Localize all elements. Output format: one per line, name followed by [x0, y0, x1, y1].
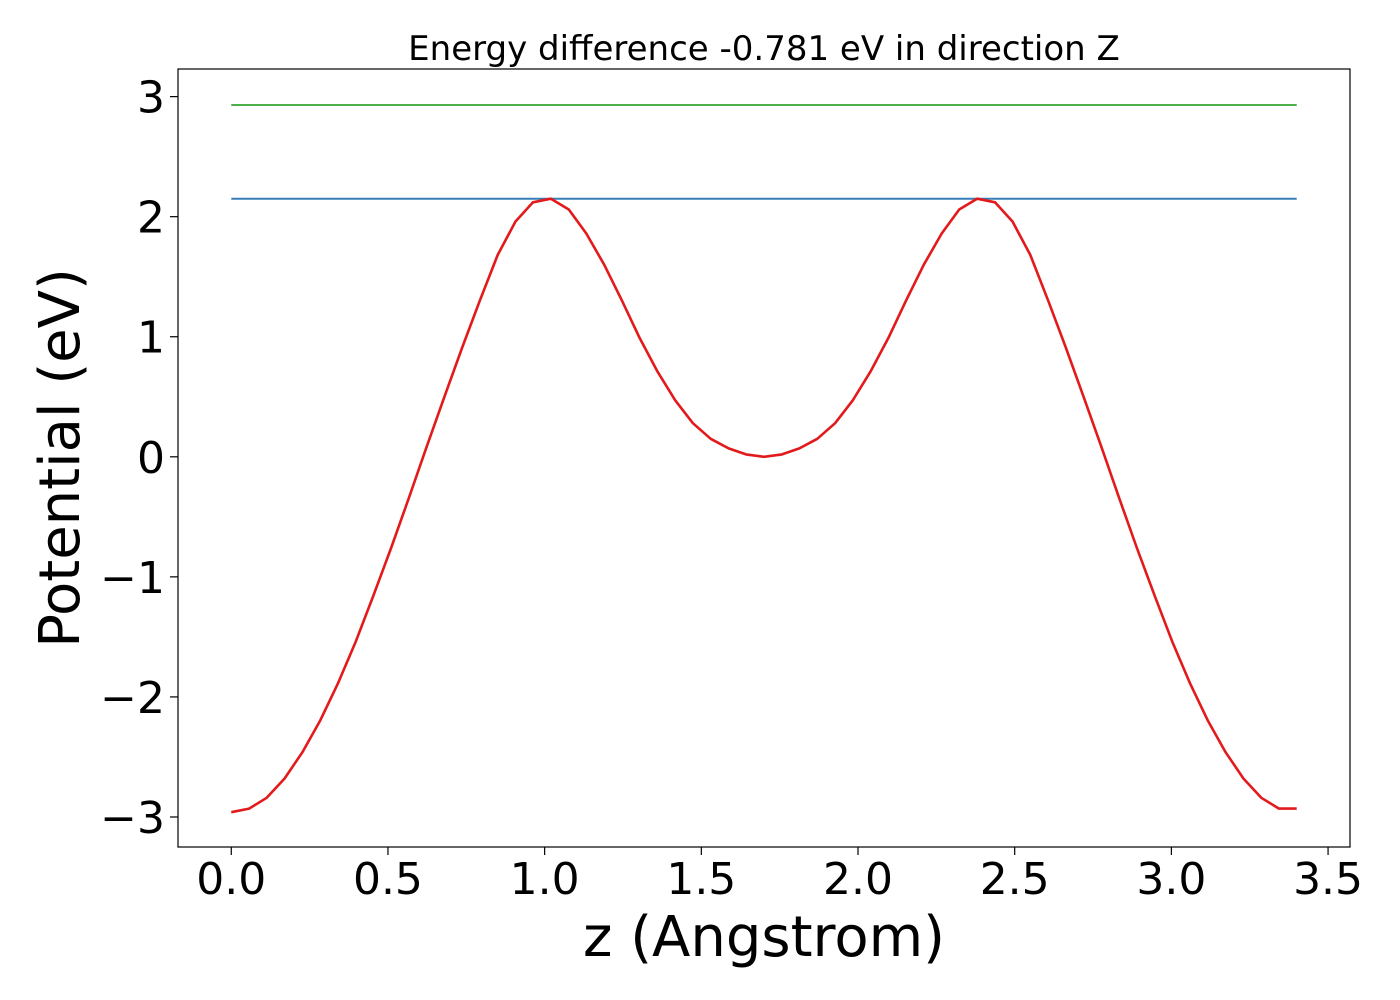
series-line-potential	[231, 197, 1297, 814]
x-tick-label: 0.5	[353, 854, 423, 905]
x-tick-label: 3.0	[1136, 854, 1206, 905]
x-tick-label: 1.0	[510, 854, 580, 905]
plot-frame	[177, 68, 1351, 848]
y-tick-label: 0	[137, 433, 165, 484]
y-tick-label: −3	[100, 793, 165, 844]
y-tick-label: −1	[100, 553, 165, 604]
y-tick-label: −2	[100, 673, 165, 724]
y-tick-label: 1	[137, 313, 165, 364]
y-axis: 3 2 1 0 −1 −2 −3	[100, 73, 178, 844]
x-tick-label: 2.5	[980, 854, 1050, 905]
y-tick-label: 2	[137, 193, 165, 244]
x-axis: 0.0 0.5 1.0 1.5 2.0 2.5 3.0 3.5	[196, 847, 1363, 905]
x-tick-label: 0.0	[196, 854, 266, 905]
y-axis-label: Potential (eV)	[28, 268, 93, 648]
y-tick-label: 3	[137, 73, 165, 124]
x-tick-label: 2.0	[823, 854, 893, 905]
series-layer	[231, 104, 1297, 814]
x-tick-label: 3.5	[1293, 854, 1363, 905]
x-tick-label: 1.5	[666, 854, 736, 905]
x-axis-label: z (Angstrom)	[583, 905, 945, 970]
chart-title: Energy difference -0.781 eV in direction…	[408, 29, 1120, 69]
